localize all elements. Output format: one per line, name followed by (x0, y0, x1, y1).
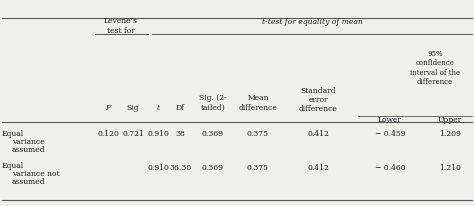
Text: 1.210: 1.210 (439, 164, 461, 172)
Text: 0.910: 0.910 (147, 130, 169, 138)
Text: Sig. (2-
tailed): Sig. (2- tailed) (199, 94, 227, 112)
Text: Upper: Upper (438, 116, 462, 124)
Text: − 0.459: − 0.459 (374, 130, 405, 138)
Text: 0.412: 0.412 (307, 130, 329, 138)
Text: Mean
difference: Mean difference (238, 94, 277, 112)
Text: 0.369: 0.369 (202, 130, 224, 138)
Text: variance: variance (12, 138, 45, 146)
Text: Df: Df (175, 104, 184, 112)
Text: Levene’s
test for: Levene’s test for (104, 17, 138, 35)
Text: 0.369: 0.369 (202, 164, 224, 172)
Text: 38: 38 (175, 130, 185, 138)
Text: Standard
error
difference: Standard error difference (299, 87, 337, 113)
Text: Lower: Lower (378, 116, 402, 124)
Text: 0.375: 0.375 (247, 164, 269, 172)
Text: t: t (156, 104, 160, 112)
Text: 0.910: 0.910 (147, 164, 169, 172)
Text: Sig: Sig (127, 104, 139, 112)
Text: F: F (105, 104, 110, 112)
Text: − 0.460: − 0.460 (374, 164, 405, 172)
Text: 95%
confidence
interval of the
difference: 95% confidence interval of the differenc… (410, 50, 460, 86)
Text: 0.412: 0.412 (307, 164, 329, 172)
Text: assumed: assumed (12, 146, 46, 154)
Text: variance not: variance not (12, 170, 60, 178)
Text: 0.120: 0.120 (97, 130, 119, 138)
Text: 0.375: 0.375 (247, 130, 269, 138)
Text: 36.30: 36.30 (169, 164, 191, 172)
Text: assumed: assumed (12, 178, 46, 186)
Text: Equal: Equal (2, 162, 24, 170)
Text: 0.721: 0.721 (122, 130, 144, 138)
Text: 1.209: 1.209 (439, 130, 461, 138)
Text: t-test for equality of mean: t-test for equality of mean (262, 18, 363, 26)
Text: Equal: Equal (2, 130, 24, 138)
